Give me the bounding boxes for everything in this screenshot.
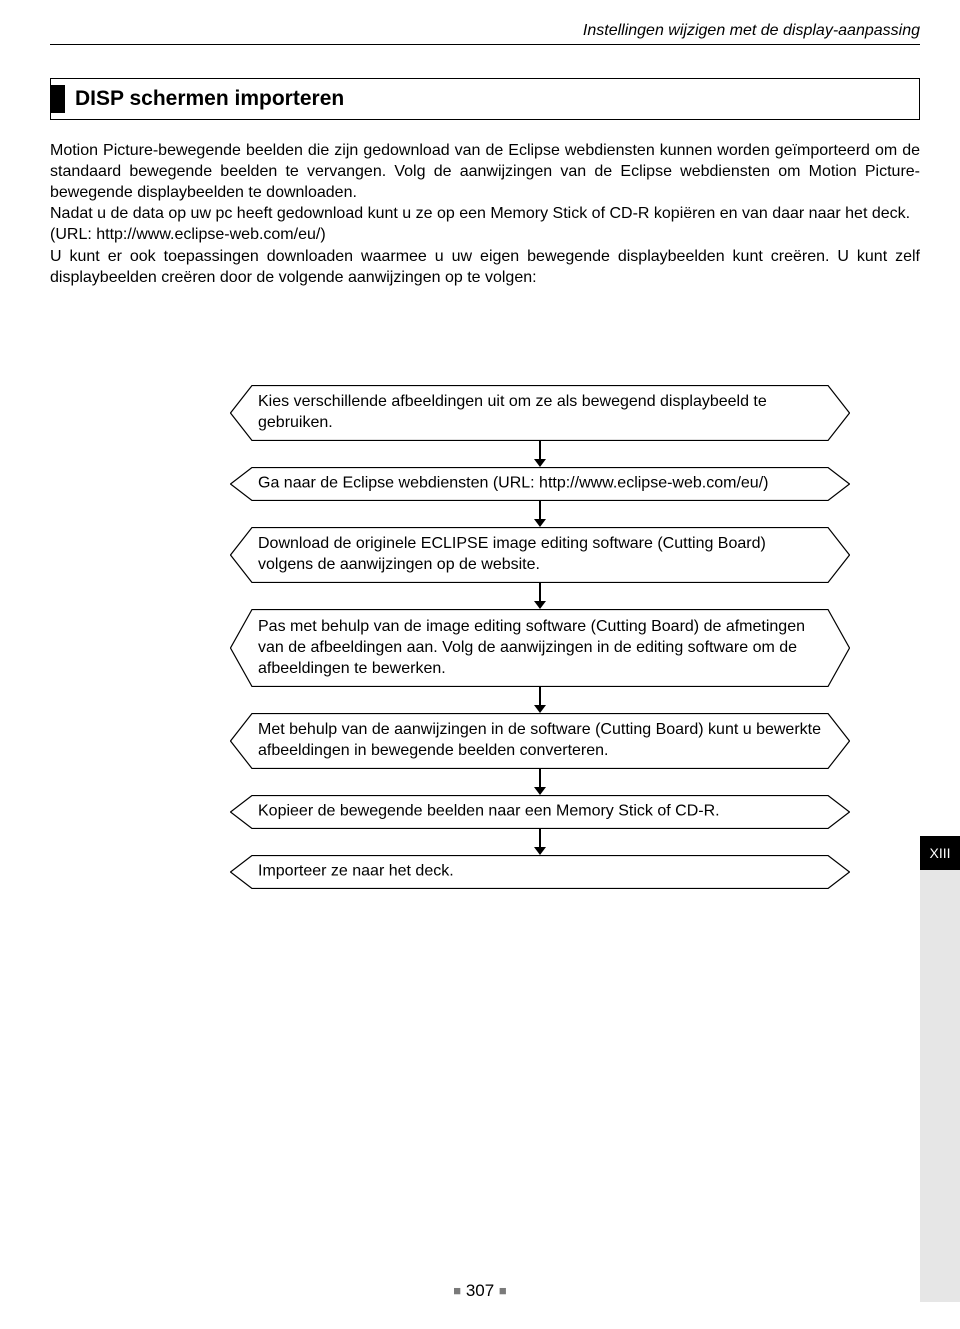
side-tab-label: XIII: [929, 845, 950, 861]
flow-step-text: Ga naar de Eclipse webdiensten (URL: htt…: [258, 474, 822, 495]
flow-arrow-icon: [230, 769, 850, 795]
flow-step: Met behulp van de aanwijzingen in de sof…: [230, 713, 850, 769]
flow-arrow-icon: [230, 687, 850, 713]
page-number-square-right: ■: [499, 1283, 507, 1298]
side-gray-strip: [920, 870, 960, 1302]
flow-arrow-icon: [230, 583, 850, 609]
flow-step-text: Importeer ze naar het deck.: [258, 862, 822, 883]
body-paragraph: Motion Picture-bewegende beelden die zij…: [50, 140, 920, 288]
flowchart: Kies verschillende afbeeldingen uit om z…: [230, 385, 850, 889]
side-tab: XIII: [920, 836, 960, 870]
page-number-value: 307: [466, 1281, 494, 1300]
page-number-square-left: ■: [453, 1283, 461, 1298]
header-text: Instellingen wijzigen met de display-aan…: [583, 22, 920, 39]
flow-step: Importeer ze naar het deck.: [230, 855, 850, 889]
section-heading-box: DISP schermen importeren: [50, 78, 920, 120]
flow-step: Kopieer de bewegende beelden naar een Me…: [230, 795, 850, 829]
section-heading: DISP schermen importeren: [75, 87, 344, 111]
flow-arrow-icon: [230, 441, 850, 467]
flow-step-text: Download de originele ECLIPSE image edit…: [258, 534, 822, 576]
flow-step: Kies verschillende afbeeldingen uit om z…: [230, 385, 850, 441]
flow-step-text: Met behulp van de aanwijzingen in de sof…: [258, 720, 822, 762]
flow-step: Pas met behulp van de image editing soft…: [230, 609, 850, 687]
flow-arrow-icon: [230, 829, 850, 855]
flow-arrow-icon: [230, 501, 850, 527]
flow-step-text: Kopieer de bewegende beelden naar een Me…: [258, 802, 822, 823]
flow-step: Download de originele ECLIPSE image edit…: [230, 527, 850, 583]
section-heading-bar: [51, 85, 65, 113]
page-number: ■ 307 ■: [0, 1281, 960, 1301]
flow-step-text: Kies verschillende afbeeldingen uit om z…: [258, 392, 822, 434]
flow-step-text: Pas met behulp van de image editing soft…: [258, 617, 822, 679]
flow-step: Ga naar de Eclipse webdiensten (URL: htt…: [230, 467, 850, 501]
page-header: Instellingen wijzigen met de display-aan…: [50, 22, 920, 45]
